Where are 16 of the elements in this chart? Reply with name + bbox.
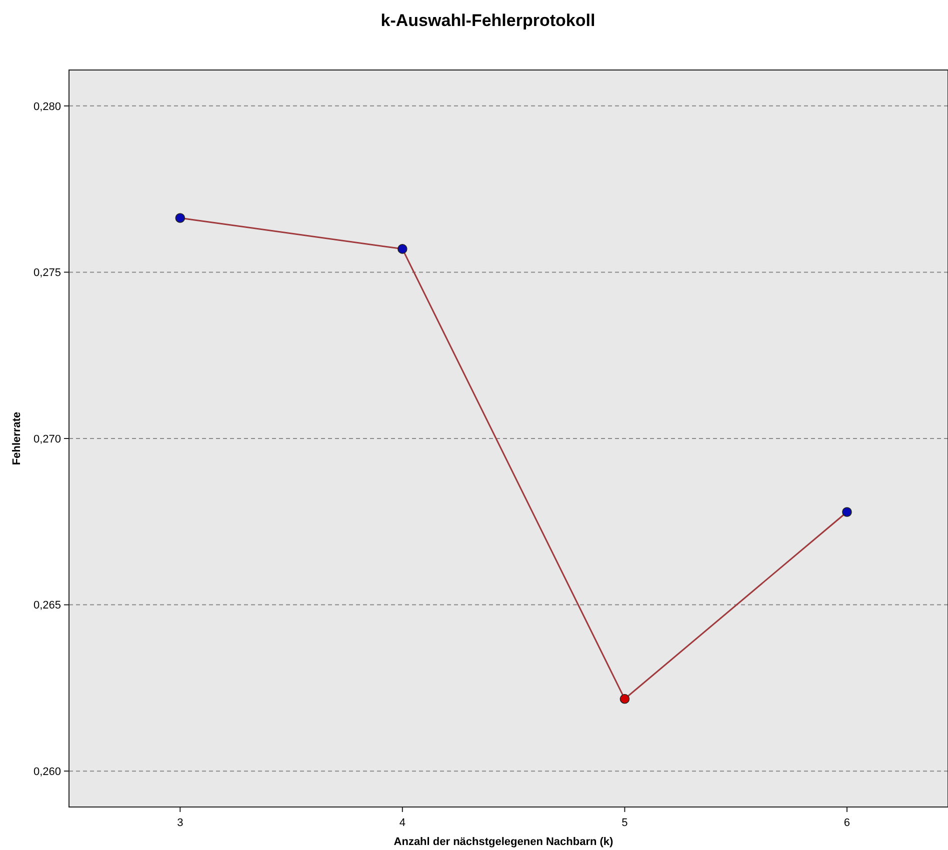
y-tick-label: 0,275 bbox=[33, 267, 61, 280]
y-tick-label: 0,280 bbox=[33, 100, 61, 113]
y-axis-title: Fehlerrate bbox=[11, 412, 23, 466]
point bbox=[175, 213, 186, 223]
point bbox=[620, 694, 630, 704]
y-tick-label: 0,260 bbox=[33, 766, 61, 778]
point bbox=[398, 244, 408, 254]
x-tick-label: 6 bbox=[844, 817, 850, 829]
x-tick-label: 3 bbox=[177, 817, 184, 829]
x-tick-label: 4 bbox=[399, 817, 406, 829]
y-tick-label: 0,270 bbox=[33, 433, 61, 446]
y-tick-label: 0,265 bbox=[33, 600, 61, 612]
point bbox=[842, 507, 852, 517]
x-axis-title: Anzahl der nächstgelegenen Nachbarn (k) bbox=[394, 836, 614, 848]
x-tick-label: 5 bbox=[622, 817, 628, 829]
chart-title: k-Auswahl-Fehlerprotokoll bbox=[380, 11, 596, 30]
